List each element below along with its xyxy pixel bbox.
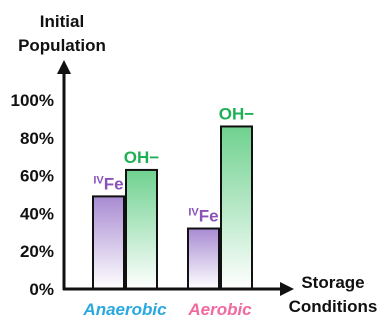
category-label-anaerobic: Anaerobic [82, 300, 167, 319]
category-label-aerobic: Aerobic [187, 300, 252, 319]
y-axis-arrow-icon [57, 60, 71, 74]
y-tick-label: 40% [20, 204, 54, 223]
x-axis-arrow-icon [280, 282, 294, 296]
y-axis-title-line1: Initial [40, 12, 84, 31]
y-tick-label: 80% [20, 129, 54, 148]
bar-oh-anaerobic [125, 168, 158, 290]
y-tick-label: 100% [11, 91, 54, 110]
bar-fe-anaerobic [92, 195, 125, 290]
y-tick-label: 60% [20, 167, 54, 186]
x-axis-title-line2: Conditions [289, 297, 378, 316]
bar-fe-aerobic [187, 227, 220, 291]
y-tick-label: 20% [20, 242, 54, 261]
bar-label: OH− [219, 104, 255, 123]
y-axis-title-line2: Population [18, 36, 106, 55]
bar-label: IVFe [93, 174, 123, 193]
bar-oh-aerobic [220, 125, 253, 290]
bar-label: IVFe [188, 207, 218, 226]
y-tick-label: 0% [29, 280, 54, 299]
bar-label: OH− [124, 148, 160, 167]
x-axis-title-line1: Storage [301, 273, 364, 292]
